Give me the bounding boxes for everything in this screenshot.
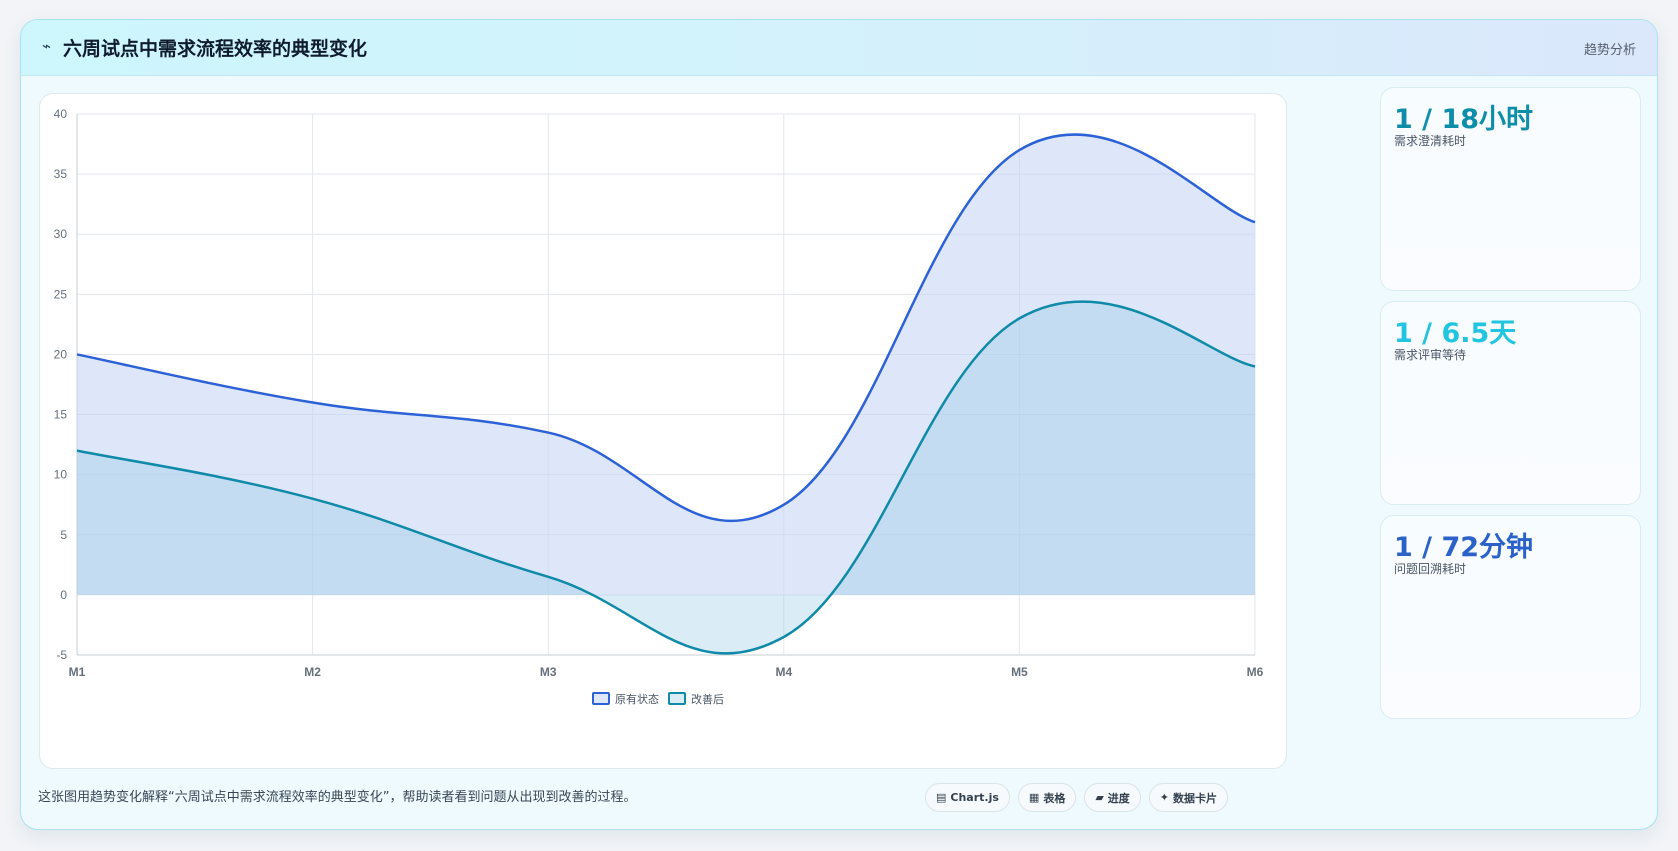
- series-area-1: [77, 134, 1255, 595]
- y-tick-label: 0: [60, 588, 67, 602]
- pill-label: Chart.js: [950, 791, 999, 804]
- table-icon: ▦: [1028, 791, 1040, 804]
- legend-swatch: [592, 692, 610, 705]
- x-tick-label: M6: [1247, 665, 1264, 679]
- pill-chartjs[interactable]: ▤ Chart.js: [925, 783, 1010, 812]
- stat-card-clarification: 1 / 18小时 需求澄清耗时: [1380, 87, 1641, 291]
- legend-label: 原有状态: [615, 692, 659, 706]
- x-tick-label: M4: [775, 665, 792, 679]
- tag-pills: ▤ Chart.js ▦ 表格 ▰ 进度 ✦ 数据卡片: [925, 783, 1229, 812]
- pulse-icon: ⌁: [42, 37, 52, 55]
- area-chart: -5 0 5 10 15 20 25 30 35 40 M1 M2 M3 M4 M5 M6 原有状态 改善后: [54, 107, 1264, 706]
- y-tick-label: -5: [56, 648, 67, 662]
- y-tick-label: 10: [54, 468, 68, 482]
- x-tick-label: M5: [1011, 665, 1028, 679]
- y-tick-label: 5: [60, 528, 67, 542]
- chart-description: 这张图用趋势变化解释“六周试点中需求流程效率的典型变化”，帮助读者看到问题从出现…: [38, 790, 637, 805]
- stat-card-review: 1 / 6.5天 需求评审等待: [1380, 301, 1641, 505]
- chart-card: ⌁ 六周试点中需求流程效率的典型变化 趋势分析 -5 0 5 10 15 20 25 30 35…: [20, 19, 1658, 830]
- progress-icon: ▰: [1095, 791, 1104, 804]
- stat-value: 1 / 72分钟: [1394, 532, 1534, 563]
- series-area-2: [77, 301, 1255, 654]
- y-tick-label: 40: [54, 107, 68, 121]
- series-line-2: [76, 300, 1256, 655]
- trend-analysis-tag: 趋势分析: [1583, 43, 1636, 58]
- card-icon: ✦: [1159, 791, 1170, 804]
- stat-label: 问题回溯耗时: [1394, 562, 1467, 576]
- stat-value: 1 / 18小时: [1394, 104, 1534, 135]
- y-tick-label: 25: [54, 287, 68, 301]
- pill-label: 表格: [1043, 791, 1066, 805]
- chart-icon: ▤: [936, 791, 947, 804]
- chart-panel: -5 0 5 10 15 20 25 30 35 40 M1 M2 M3 M4 M5 M6 原有状态 改善后: [39, 93, 1287, 769]
- y-tick-label: 15: [54, 408, 68, 422]
- pill-progress[interactable]: ▰ 进度: [1084, 783, 1141, 812]
- stat-label: 需求评审等待: [1394, 348, 1467, 362]
- pill-data-card[interactable]: ✦ 数据卡片: [1148, 783, 1229, 812]
- stat-label: 需求澄清耗时: [1394, 134, 1467, 148]
- pill-label: 进度: [1107, 791, 1130, 805]
- card-header: ⌁ 六周试点中需求流程效率的典型变化 趋势分析: [21, 20, 1657, 76]
- x-tick-label: M1: [69, 665, 86, 679]
- y-tick-label: 30: [54, 227, 68, 241]
- legend-label: 改善后: [691, 692, 724, 706]
- pill-table[interactable]: ▦ 表格: [1017, 783, 1077, 812]
- y-tick-label: 35: [54, 167, 68, 181]
- pill-label: 数据卡片: [1173, 791, 1218, 805]
- stat-value: 1 / 6.5天: [1394, 318, 1517, 349]
- x-tick-label: M3: [540, 665, 557, 679]
- y-tick-label: 20: [54, 347, 68, 361]
- x-tick-label: M2: [304, 665, 321, 679]
- series-line-1: [76, 133, 1256, 523]
- stat-card-traceback: 1 / 72分钟 问题回溯耗时: [1380, 515, 1641, 719]
- legend-swatch: [668, 692, 686, 705]
- page-title: 六周试点中需求流程效率的典型变化: [63, 38, 368, 60]
